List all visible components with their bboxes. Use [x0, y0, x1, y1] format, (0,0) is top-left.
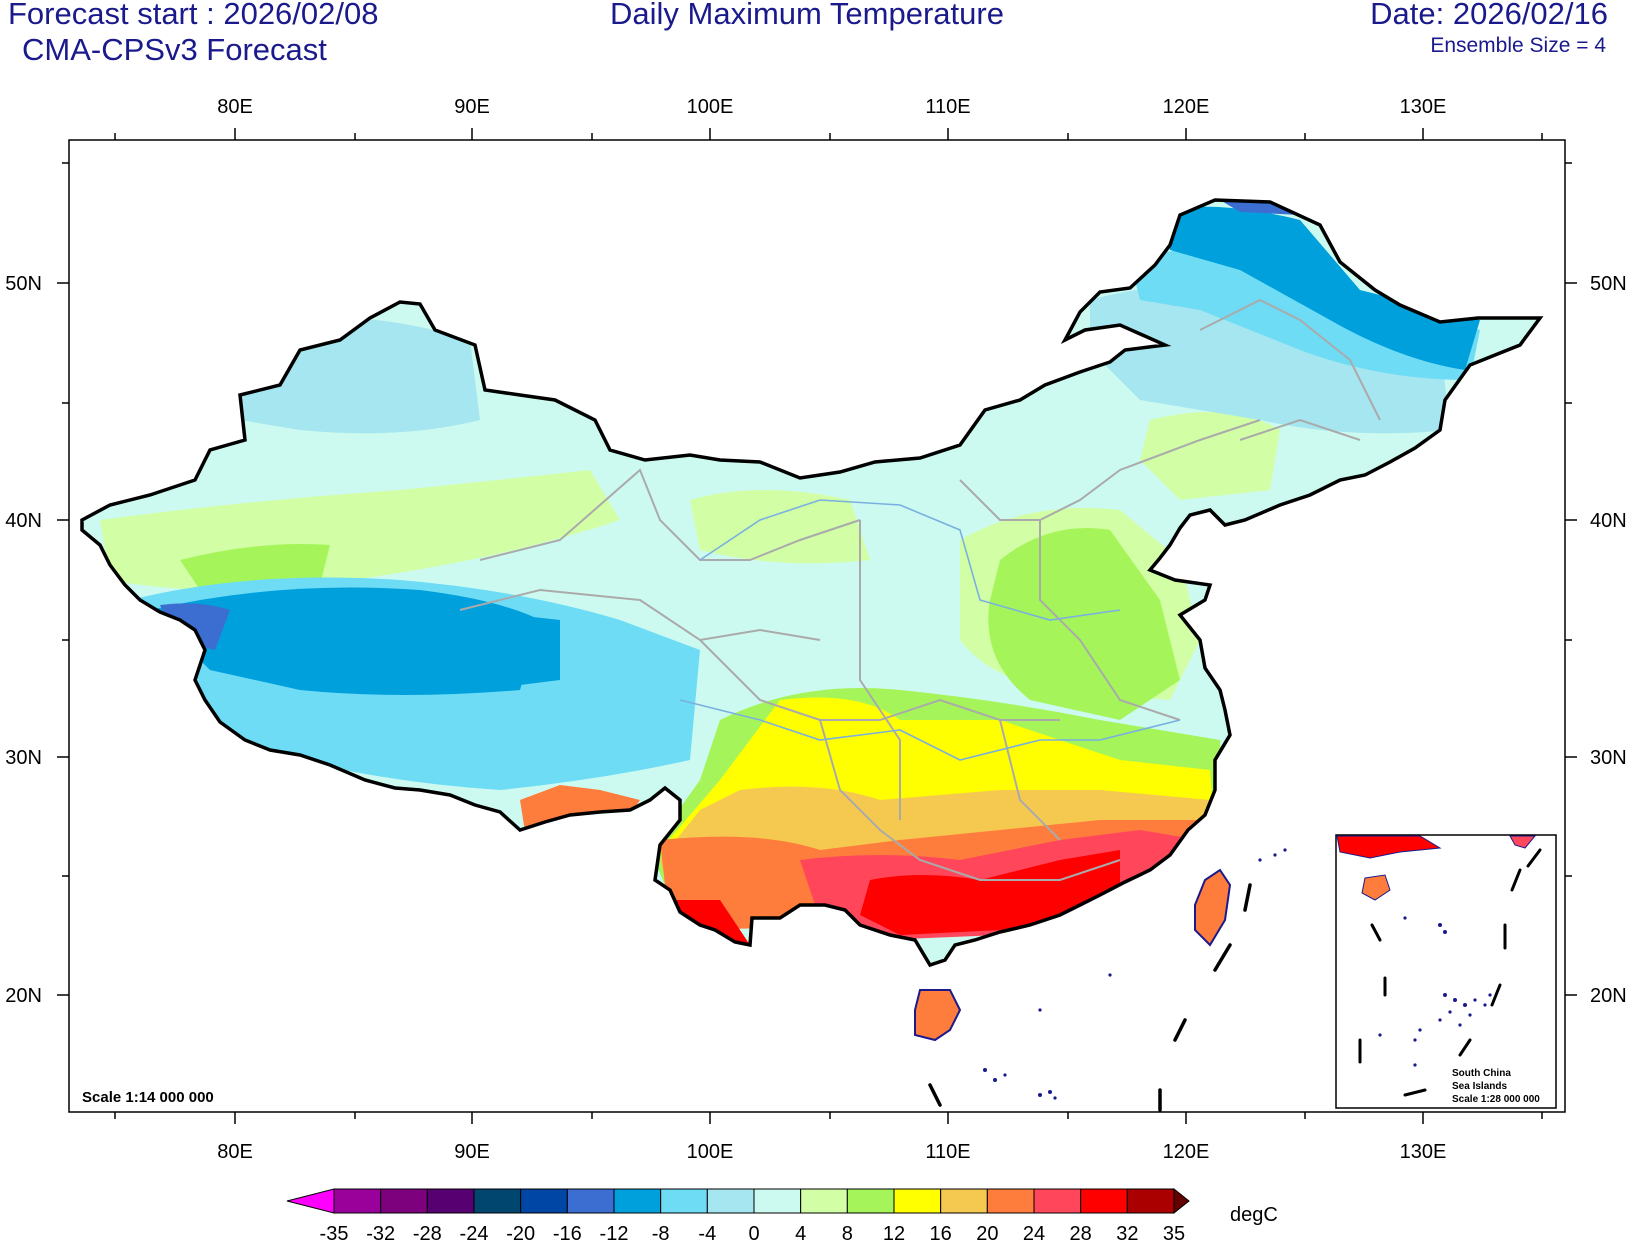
- colorbar-swatch: [520, 1188, 568, 1214]
- lon-label-top: 130E: [1400, 96, 1447, 118]
- lat-label-left: 50N: [5, 273, 42, 295]
- inset-dashes: [1358, 848, 1542, 1097]
- lon-label-bottom: 100E: [687, 1141, 734, 1163]
- colorbar-level-label: 4: [795, 1223, 806, 1241]
- lon-label-bottom: 110E: [925, 1141, 970, 1163]
- colorbar-swatch: [706, 1188, 755, 1214]
- colorbar-swatch: [566, 1188, 615, 1214]
- lat-label-right: 50N: [1590, 273, 1627, 295]
- lat-label-left: 30N: [5, 747, 42, 769]
- colorbar-level-label: -32: [366, 1223, 395, 1241]
- colorbar-swatch: [333, 1188, 382, 1214]
- inset-islands: [1378, 916, 1492, 1067]
- colorbar-level-label: -8: [652, 1223, 670, 1241]
- map-title: Daily Maximum Temperature: [610, 0, 1004, 31]
- colorbar-level-label: 16: [930, 1223, 952, 1241]
- colorbar-level-label: -16: [553, 1223, 582, 1241]
- colorbar-level-label: 35: [1163, 1223, 1185, 1241]
- lon-label-top: 90E: [454, 96, 490, 118]
- taiwan-coast: [1194, 868, 1232, 947]
- inset-label-line2: Sea Islands: [1452, 1081, 1507, 1092]
- maritime-boundary-dashes: [928, 883, 1252, 1112]
- colorbar-boxes: [333, 1188, 1175, 1214]
- colorbar-level-label: -24: [460, 1223, 489, 1241]
- colorbar-level-label: -20: [506, 1223, 535, 1241]
- colorbar-level-label: -28: [413, 1223, 442, 1241]
- inset-label-line3: Scale 1:28 000 000: [1452, 1094, 1540, 1105]
- colorbar-level-label: 0: [748, 1223, 759, 1241]
- lat-label-left: 40N: [5, 510, 42, 532]
- colorbar-level-label: 24: [1023, 1223, 1045, 1241]
- forecast-start-label: Forecast start : 2026/02/08: [8, 0, 379, 31]
- colorbar-level-label: -35: [320, 1223, 349, 1241]
- colorbar-level-label: 32: [1116, 1223, 1138, 1241]
- lat-label-right: 40N: [1590, 510, 1627, 532]
- colorbar-swatch: [380, 1188, 428, 1214]
- scattered-islands: [983, 848, 1287, 1100]
- scale-label: Scale 1:14 000 000: [82, 1089, 214, 1106]
- valid-date-label: Date: 2026/02/16: [1370, 0, 1608, 31]
- inset-taiwan-tip: [1509, 835, 1537, 849]
- lon-label-top: 120E: [1163, 96, 1210, 118]
- colorbar: -35 -32 -28 -24 -20 -16 -12 -8 -4 0 4 8 12 16 20 24 28 32…: [286, 1187, 1278, 1241]
- lon-label-top: 80E: [217, 96, 253, 118]
- hainan-coast: [914, 989, 962, 1042]
- lon-label-bottom: 80E: [217, 1141, 253, 1163]
- colorbar-right-arrow: [1173, 1187, 1190, 1215]
- lon-ticks: [114, 128, 1543, 1124]
- south-china-sea-inset: South China Sea Islands Scale 1:28 000 0…: [1335, 834, 1557, 1109]
- lon-label-bottom: 130E: [1400, 1141, 1447, 1163]
- colorbar-swatch: [846, 1188, 895, 1214]
- lon-label-bottom: 90E: [454, 1141, 490, 1163]
- inset-mainland-coast: [1336, 835, 1442, 859]
- lat-label-left: 20N: [5, 985, 42, 1007]
- colorbar-level-label: 20: [976, 1223, 998, 1241]
- inset-frame: [1335, 834, 1557, 1109]
- lon-label-top: 110E: [925, 96, 970, 118]
- map-frame: [68, 139, 1566, 1113]
- model-label: CMA-CPSv3 Forecast: [22, 32, 327, 67]
- colorbar-swatch: [426, 1188, 475, 1214]
- inset-hainan: [1361, 874, 1391, 901]
- colorbar-swatch: [613, 1188, 662, 1214]
- colorbar-swatch: [473, 1188, 522, 1214]
- rivers: [679, 499, 1181, 761]
- lon-label-top: 100E: [687, 96, 734, 118]
- colorbar-level-label: -4: [698, 1223, 716, 1241]
- colorbar-labels: -35 -32 -28 -24 -20 -16 -12 -8 -4 0 4 8 12 16 20 24 28 32…: [320, 1223, 1186, 1241]
- lat-ticks: [57, 162, 1577, 996]
- colorbar-level-label: 12: [883, 1223, 905, 1241]
- colorbar-level-label: 8: [842, 1223, 853, 1241]
- colorbar-swatch: [800, 1188, 848, 1214]
- colorbar-swatch: [1126, 1188, 1175, 1214]
- province-borders: [459, 298, 1381, 881]
- colorbar-swatch: [660, 1188, 708, 1214]
- lon-label-bottom: 120E: [1163, 1141, 1210, 1163]
- colorbar-swatch: [893, 1188, 942, 1214]
- lat-label-right: 20N: [1590, 985, 1627, 1007]
- colorbar-swatch: [1033, 1188, 1082, 1214]
- colorbar-left-arrow: [286, 1188, 335, 1214]
- colorbar-swatch: [986, 1188, 1035, 1214]
- lat-label-right: 30N: [1590, 747, 1627, 769]
- colorbar-level-label: 28: [1070, 1223, 1092, 1241]
- inset-label-line1: South China: [1452, 1068, 1511, 1079]
- ensemble-size-label: Ensemble Size = 4: [1430, 34, 1606, 57]
- colorbar-unit: degC: [1230, 1204, 1278, 1226]
- colorbar-swatch: [753, 1188, 802, 1214]
- colorbar-level-label: -12: [600, 1223, 629, 1241]
- colorbar-swatch: [940, 1188, 988, 1214]
- colorbar-swatch: [1080, 1188, 1128, 1214]
